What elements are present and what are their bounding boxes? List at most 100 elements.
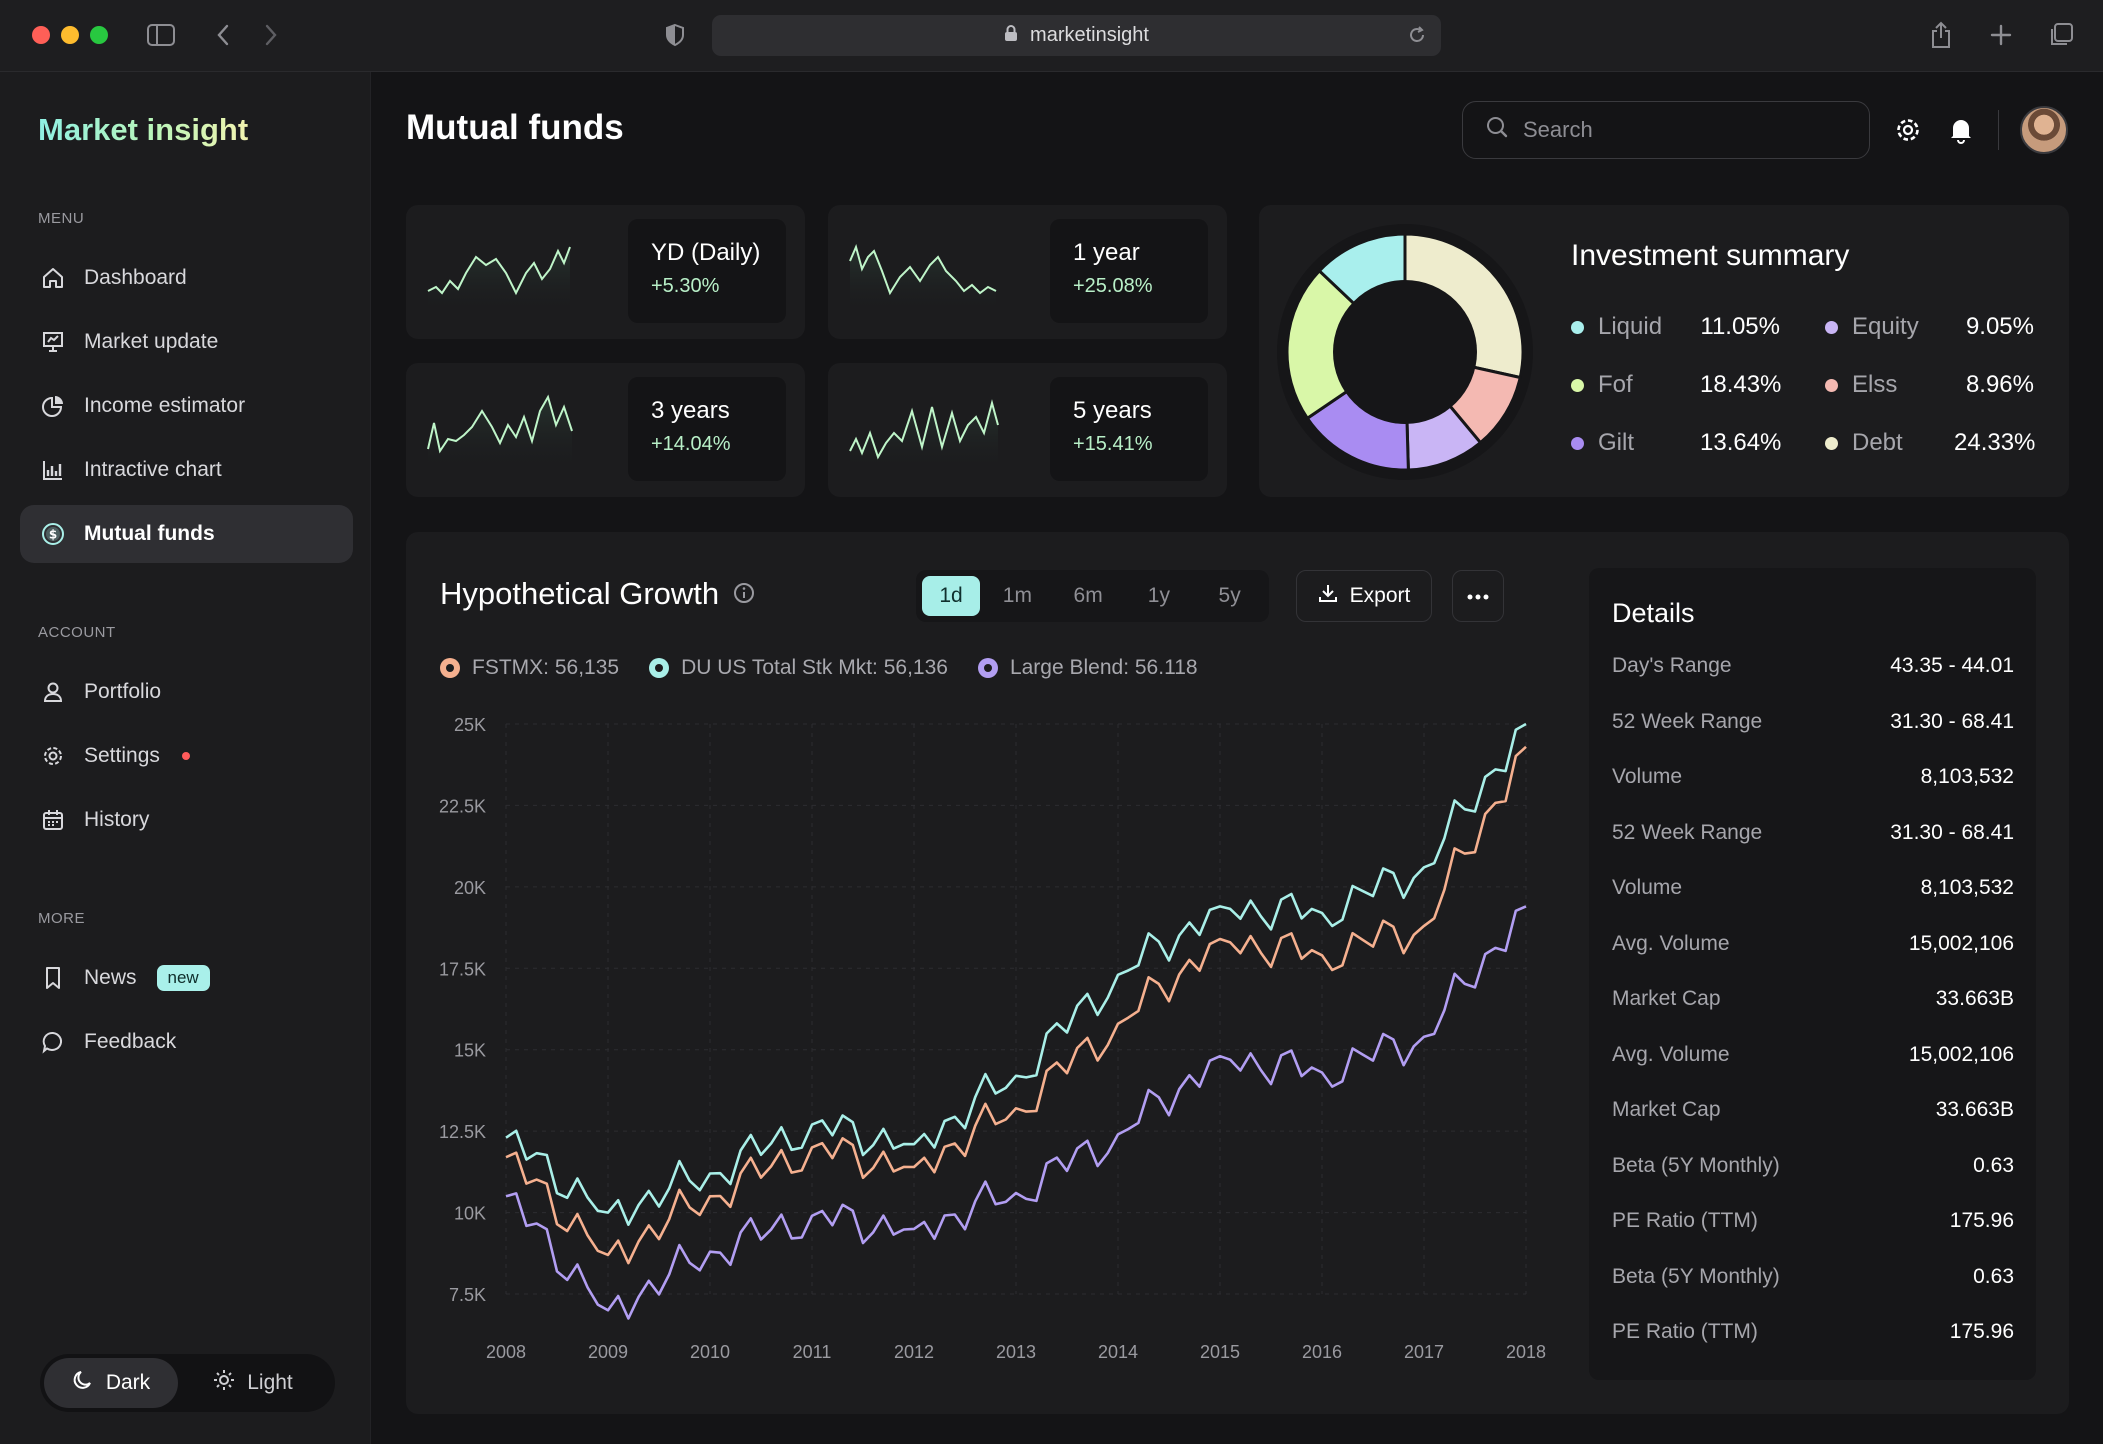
y-tick-label: 15K (454, 1041, 486, 1061)
info-icon[interactable] (733, 576, 755, 612)
x-tick-label: 2012 (894, 1342, 934, 1362)
details-row: Avg. Volume 15,002,106 (1612, 932, 2014, 956)
sidebar-item-intractive-chart[interactable]: Intractive chart (20, 441, 353, 499)
sidebar-toggle-icon[interactable] (146, 20, 176, 50)
range-selector: 1d 1m 6m 1y 5y (916, 570, 1269, 622)
y-tick-label: 12.5K (439, 1122, 486, 1142)
series-line-large-blend[interactable] (505, 905, 1527, 1320)
theme-toggle: Dark Light (40, 1354, 335, 1412)
return-value: +15.41% (1073, 433, 1153, 455)
sidebar-item-settings[interactable]: Settings (20, 727, 353, 785)
more-section-label: MORE (38, 910, 85, 927)
range-5y-button[interactable]: 5y (1218, 584, 1241, 607)
return-period: 1 year (1073, 239, 1140, 266)
hypothetical-growth-card: Hypothetical Growth 1d 1m 6m 1y 5y Expor… (406, 532, 2069, 1414)
light-theme-button[interactable]: Light (178, 1358, 328, 1408)
x-tick-label: 2016 (1302, 1342, 1342, 1362)
sidebar-item-mutual-funds[interactable]: $ Mutual funds (20, 505, 353, 563)
legend-item-large-blend[interactable]: Large Blend: 56.118 (977, 656, 1198, 680)
close-window-button[interactable] (32, 26, 50, 44)
sidebar-item-history[interactable]: History (20, 791, 353, 849)
legend-item-du-us-total[interactable]: DU US Total Stk Mkt: 56,136 (649, 656, 948, 680)
return-card-5y[interactable]: 5 years +15.41% (828, 363, 1227, 497)
return-period: 3 years (651, 397, 730, 424)
range-1m-button[interactable]: 1m (1002, 584, 1032, 607)
investment-summary-card: Investment summary Liquid 11.05% Equity … (1259, 205, 2069, 497)
details-key: Beta (5Y Monthly) (1612, 1264, 1780, 1288)
return-card-3y[interactable]: 3 years +14.04% (406, 363, 805, 497)
range-1d-button[interactable]: 1d (922, 576, 980, 616)
sidebar-item-income-estimator[interactable]: Income estimator (20, 377, 353, 435)
header-divider (1998, 110, 1999, 150)
legend-item-fstmx[interactable]: FSTMX: 56,135 (440, 656, 619, 680)
avatar[interactable] (2020, 106, 2068, 154)
download-icon (1318, 583, 1338, 609)
details-value: 33.663B (1935, 1098, 2014, 1121)
sidebar-item-market-update[interactable]: Market update (20, 313, 353, 371)
search-input[interactable]: Search (1462, 101, 1870, 159)
series-line-du-us-total-stk-mkt[interactable] (505, 722, 1527, 1227)
details-value: 33.663B (1935, 987, 2014, 1010)
x-tick-label: 2013 (996, 1342, 1036, 1362)
return-card-ytd[interactable]: YD (Daily) +5.30% (406, 205, 805, 339)
allocation-legend-item: Liquid 11.05% (1571, 313, 1780, 341)
return-info: 1 year +25.08% (1050, 219, 1208, 323)
calendar-icon (40, 807, 66, 833)
forward-icon[interactable] (256, 20, 286, 50)
allocation-legend-item: Fof 18.43% (1571, 371, 1781, 399)
return-info: 3 years +14.04% (628, 377, 786, 481)
sparkline-3y (427, 394, 573, 473)
maximize-window-button[interactable] (90, 26, 108, 44)
sidebar-item-dashboard[interactable]: Dashboard (20, 249, 353, 307)
y-tick-label: 17.5K (439, 959, 486, 979)
details-value: 43.35 - 44.01 (1890, 654, 2014, 677)
x-tick-label: 2018 (1506, 1342, 1546, 1362)
growth-line-chart: 25K 22.5K 20K 17.5K 15K 12.5K 10K 7.5K 2008 2009 2… (439, 715, 1546, 1362)
back-icon[interactable] (208, 20, 238, 50)
user-icon (40, 679, 66, 705)
minimize-window-button[interactable] (61, 26, 79, 44)
x-tick-label: 2009 (588, 1342, 628, 1362)
bell-icon[interactable] (1944, 113, 1978, 147)
allocation-name: Debt (1852, 429, 1903, 456)
brand-logo[interactable]: Market insight (38, 112, 249, 147)
details-key: 52 Week Range (1612, 709, 1763, 733)
dark-theme-button[interactable]: Dark (44, 1358, 178, 1408)
return-info: 5 years +15.41% (1050, 377, 1208, 481)
new-tab-icon[interactable] (1986, 20, 2016, 50)
sidebar-item-label: Settings (84, 744, 160, 767)
sidebar-item-news[interactable]: News new (20, 949, 353, 1007)
tab-overview-icon[interactable] (2046, 20, 2076, 50)
export-button[interactable]: Export (1296, 570, 1432, 622)
allocation-legend-item: Gilt 13.64% (1571, 429, 1781, 457)
range-6m-button[interactable]: 6m (1073, 584, 1103, 607)
sparkline-1y (849, 243, 997, 315)
share-icon[interactable] (1926, 20, 1956, 50)
legend-dot (1825, 320, 1838, 334)
details-value: 0.63 (1973, 1264, 2014, 1288)
sidebar-item-label: Feedback (84, 1030, 177, 1053)
settings-gear-icon[interactable] (1891, 113, 1925, 147)
reload-icon[interactable] (1407, 25, 1427, 51)
allocation-percent: 11.05% (1700, 313, 1780, 340)
more-options-button[interactable] (1452, 570, 1504, 622)
details-row: Volume 8,103,532 (1612, 765, 2014, 789)
sidebar-item-feedback[interactable]: Feedback (20, 1013, 353, 1071)
address-bar[interactable]: marketinsight (712, 15, 1441, 56)
return-card-1y[interactable]: 1 year +25.08% (828, 205, 1227, 339)
y-tick-label: 7.5K (449, 1285, 486, 1305)
sidebar-item-portfolio[interactable]: Portfolio (20, 663, 353, 721)
sidebar-item-label: Intractive chart (84, 458, 222, 481)
dollar-coin-icon: $ (40, 521, 66, 547)
details-value: 15,002,106 (1908, 1042, 2014, 1066)
series-line-fstmx[interactable] (505, 745, 1527, 1265)
shield-icon[interactable] (660, 20, 690, 50)
return-value: +14.04% (651, 433, 731, 455)
details-value: 8,103,532 (1920, 876, 2014, 899)
legend-label: Large Blend: 56.118 (1009, 656, 1198, 679)
bar-chart-icon (40, 457, 66, 483)
svg-text:$: $ (49, 528, 57, 542)
range-1y-button[interactable]: 1y (1147, 584, 1170, 607)
details-key: Volume (1612, 876, 1683, 899)
x-tick-label: 2010 (690, 1342, 730, 1362)
